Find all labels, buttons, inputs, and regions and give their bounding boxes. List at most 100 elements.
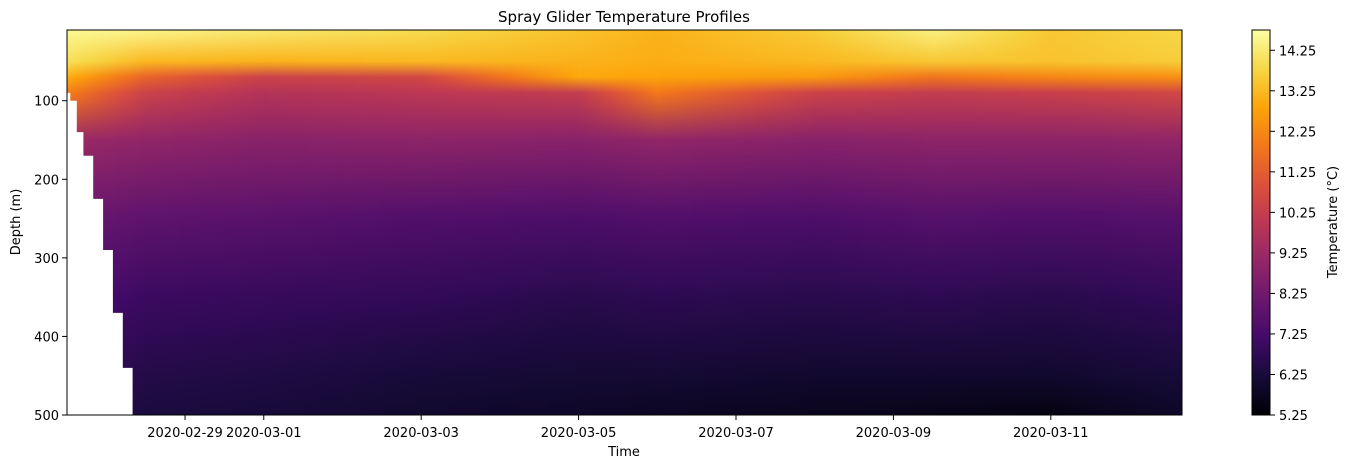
heatmap-column — [853, 30, 855, 415]
heatmap-column — [715, 30, 717, 415]
heatmap-column — [902, 30, 904, 415]
heatmap-column — [180, 30, 183, 415]
heatmap-column — [786, 30, 789, 415]
heatmap-column — [524, 30, 527, 415]
heatmap-column — [1085, 30, 1088, 415]
heatmap-column — [200, 30, 202, 415]
y-tick-label: 200 — [34, 173, 59, 188]
heatmap-column — [120, 30, 123, 415]
heatmap-column — [1166, 30, 1168, 415]
heatmap-column — [379, 30, 381, 415]
heatmap-column — [1169, 30, 1171, 415]
heatmap-column — [602, 30, 605, 415]
heatmap-column — [887, 30, 889, 415]
heatmap-column — [494, 30, 497, 415]
heatmap-column — [583, 30, 586, 415]
heatmap-column — [778, 30, 781, 415]
heatmap-column — [773, 30, 776, 415]
heatmap-column — [249, 30, 252, 415]
heatmap-column — [221, 30, 223, 415]
heatmap-column — [540, 30, 543, 415]
heatmap-column — [487, 30, 490, 415]
heatmap-column — [560, 30, 563, 415]
heatmap-column — [451, 30, 453, 415]
heatmap-column — [428, 30, 430, 415]
heatmap-column — [590, 30, 593, 415]
heatmap-column — [642, 30, 644, 415]
y-tick-label: 100 — [34, 95, 59, 110]
heatmap-column — [727, 30, 729, 415]
colorbar-tick-label: 7.25 — [1279, 328, 1308, 343]
heatmap-column — [1142, 30, 1144, 415]
heatmap-column — [864, 30, 866, 415]
y-axis: 100 200 300 400 500 — [34, 95, 67, 424]
heatmap-column — [866, 30, 868, 415]
heatmap-column — [1062, 30, 1065, 415]
no-data-region — [67, 92, 133, 415]
heatmap-column — [636, 30, 638, 415]
heatmap-column — [952, 30, 955, 415]
colorbar-tick-label: 9.25 — [1279, 247, 1308, 262]
heatmap-column — [770, 30, 773, 415]
heatmap-column — [580, 30, 583, 415]
heatmap-column — [988, 30, 990, 415]
heatmap-column — [848, 30, 851, 415]
heatmap-column — [237, 30, 240, 415]
heatmap-column — [155, 30, 158, 415]
heatmap-column — [435, 30, 437, 415]
heatmap-column — [234, 30, 236, 415]
heatmap-column — [334, 30, 337, 415]
heatmap-column — [1123, 30, 1125, 415]
heatmap-column — [951, 30, 954, 415]
heatmap-column — [950, 30, 953, 415]
heatmap-column — [425, 30, 427, 415]
heatmap-column — [462, 30, 464, 415]
heatmap-column — [625, 30, 628, 415]
heatmap-column — [680, 30, 682, 415]
heatmap-column — [503, 30, 506, 415]
heatmap-column — [403, 30, 405, 415]
y-tick-label: 400 — [34, 330, 59, 345]
heatmap-column — [674, 30, 676, 415]
heatmap-column — [304, 30, 307, 415]
heatmap-column — [488, 30, 491, 415]
heatmap-column — [267, 30, 270, 415]
heatmap-column — [1147, 30, 1149, 415]
heatmap-column — [214, 30, 216, 415]
heatmap-column — [1096, 30, 1099, 415]
heatmap-column — [651, 30, 653, 415]
heatmap-column — [489, 30, 492, 415]
heatmap-column — [563, 30, 566, 415]
heatmap-column — [437, 30, 439, 415]
heatmap-column — [1009, 30, 1011, 415]
heatmap-column — [144, 30, 147, 415]
heatmap-column — [223, 30, 225, 415]
heatmap-column — [137, 30, 140, 415]
heatmap-column — [509, 30, 512, 415]
heatmap-column — [987, 30, 989, 415]
heatmap-column — [677, 30, 679, 415]
heatmap-column — [807, 30, 810, 415]
heatmap-column — [693, 30, 695, 415]
heatmap-column — [933, 30, 936, 415]
heatmap-column — [471, 30, 474, 415]
heatmap-column — [762, 30, 765, 415]
heatmap-column — [188, 30, 190, 415]
heatmap-column — [556, 30, 559, 415]
heatmap-column — [1052, 30, 1055, 415]
heatmap-column — [141, 30, 144, 415]
heatmap-column — [1107, 30, 1110, 415]
heatmap-column — [201, 30, 203, 415]
heatmap-column — [652, 30, 654, 415]
heatmap-column — [1019, 30, 1021, 415]
heatmap-column — [567, 30, 570, 415]
heatmap-column — [1029, 30, 1031, 415]
heatmap-column — [429, 30, 431, 415]
heatmap-column — [224, 30, 226, 415]
heatmap-column — [485, 30, 488, 415]
heatmap-column — [1031, 30, 1034, 415]
heatmap-column — [843, 30, 846, 415]
heatmap-column — [829, 30, 832, 415]
heatmap-column — [362, 30, 364, 415]
heatmap-column — [868, 30, 870, 415]
